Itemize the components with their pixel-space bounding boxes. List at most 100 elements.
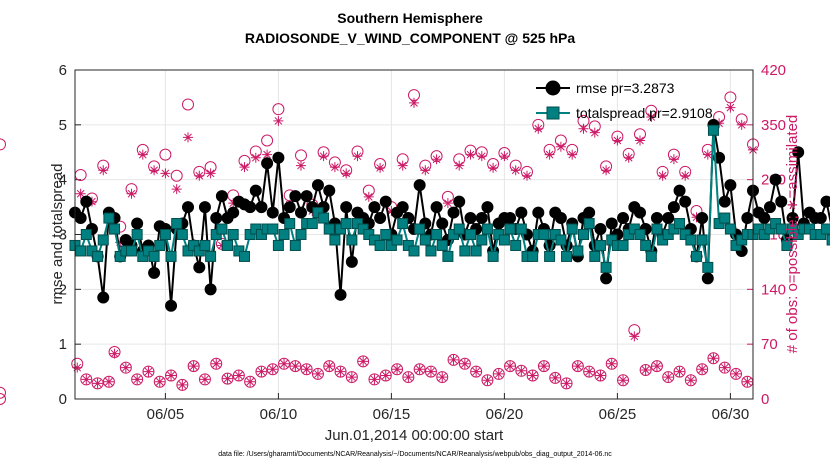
obs-assimilated-point <box>476 151 487 162</box>
obs-assimilated-point <box>72 362 83 373</box>
obs-assimilated-point <box>454 160 465 171</box>
obs-assimilated-point <box>601 165 612 176</box>
legend-rmse-label: rmse pr=3.2873 <box>576 80 675 96</box>
obs-assimilated-point <box>725 102 736 113</box>
left-tick-label: 4 <box>59 172 67 189</box>
obs-assimilated-point <box>92 378 103 389</box>
obs-assimilated-point <box>149 165 160 176</box>
rmse-point <box>244 201 257 214</box>
obs-possible-point <box>300 363 313 376</box>
obs-possible-point <box>278 357 291 370</box>
obs-assimilated-point <box>137 149 148 160</box>
obs-assimilated-point <box>516 365 527 376</box>
rmse-point <box>475 212 488 225</box>
rmse-point <box>379 195 392 208</box>
obs-assimilated-point <box>685 375 696 386</box>
obs-assimilated-point <box>341 168 352 179</box>
totalspread-point <box>702 261 714 273</box>
obs-possible-point <box>142 365 155 378</box>
rmse-point <box>453 195 466 208</box>
totalspread-point <box>272 239 284 251</box>
obs-assimilated-point <box>380 370 391 381</box>
obs-possible-point <box>684 374 697 387</box>
obs-assimilated-point <box>635 135 645 146</box>
obs-assimilated-point <box>267 364 278 375</box>
obs-possible-point <box>345 371 358 384</box>
obs-assimilated-point <box>589 127 600 138</box>
obs-assimilated-point <box>646 112 657 122</box>
obs-possible-point <box>210 357 223 370</box>
obs-assimilated-point <box>397 160 408 171</box>
obs-possible-point <box>504 360 517 373</box>
totalspread-point <box>696 234 708 246</box>
totalspread-point <box>544 250 556 262</box>
rmse-point <box>198 201 211 214</box>
y-axis-label-right: # of obs: o=possible; ∗=assimilated <box>784 115 801 354</box>
obs-assimilated-point <box>115 237 126 248</box>
obs-assimilated-point <box>595 370 606 381</box>
obs-assimilated-point <box>171 184 182 195</box>
totalspread-point <box>826 234 830 246</box>
obs-assimilated-point <box>488 162 499 173</box>
right-tick-label: 0 <box>761 391 769 408</box>
obs-assimilated-point <box>166 370 177 381</box>
totalspread-point <box>436 239 448 251</box>
obs-possible-point <box>187 360 200 373</box>
obs-assimilated-point <box>183 132 193 143</box>
obs-assimilated-point <box>550 372 561 383</box>
totalspread-point <box>346 234 358 246</box>
obs-possible-point <box>560 377 573 390</box>
totalspread-point <box>289 239 301 251</box>
obs-possible-point <box>458 357 471 370</box>
obs-assimilated-point <box>657 170 668 181</box>
rmse-point <box>696 212 709 225</box>
rmse-point <box>617 212 630 225</box>
totalspread-point <box>323 223 335 235</box>
obs-possible-point <box>311 367 324 380</box>
obs-possible-point <box>266 363 279 376</box>
rmse-point <box>272 151 285 164</box>
obs-possible-point <box>673 365 686 378</box>
obs-assimilated-point <box>245 376 256 387</box>
obs-possible-point <box>80 373 93 386</box>
totalspread-point <box>205 250 217 262</box>
obs-assimilated-point <box>250 152 261 163</box>
obs-assimilated-point <box>216 240 227 251</box>
rmse-point <box>447 206 460 219</box>
obs-assimilated-point <box>239 162 250 173</box>
obs-assimilated-point <box>555 141 566 152</box>
obs-assimilated-point <box>697 364 708 375</box>
totalspread-point <box>425 245 437 257</box>
rmse-point <box>554 212 567 225</box>
totalspread-point <box>465 229 476 240</box>
y-axis-label-left: rmse and totalspread <box>49 164 66 305</box>
obs-assimilated-point <box>392 364 403 375</box>
obs-assimilated-point <box>437 372 448 383</box>
totalspread-point <box>431 229 443 240</box>
rmse-point <box>724 179 737 192</box>
totalspread-point <box>80 229 92 240</box>
footnote: data file: /Users/gharamti/Documents/NCA… <box>218 451 612 458</box>
rmse-point <box>345 255 358 268</box>
totalspread-point <box>391 234 403 246</box>
totalspread-point <box>691 250 702 262</box>
rmse-point <box>182 201 194 214</box>
totalspread-point <box>510 239 522 251</box>
rmse-point <box>741 212 754 225</box>
obs-possible-point <box>119 361 132 374</box>
obs-possible-point <box>402 371 415 384</box>
rmse-point <box>368 201 381 214</box>
totalspread-point <box>566 223 578 235</box>
rmse-point <box>210 212 223 225</box>
obs-assimilated-point <box>510 165 521 176</box>
obs-assimilated-point <box>346 372 357 383</box>
obs-possible-point <box>696 363 709 376</box>
rmse-point <box>775 195 788 208</box>
obs-assimilated-point <box>324 361 335 372</box>
obs-possible-point <box>470 365 483 378</box>
obs-possible-point <box>165 369 178 382</box>
obs-possible-point <box>131 373 144 386</box>
totalspread-point <box>515 223 527 235</box>
rmse-point <box>464 212 477 225</box>
